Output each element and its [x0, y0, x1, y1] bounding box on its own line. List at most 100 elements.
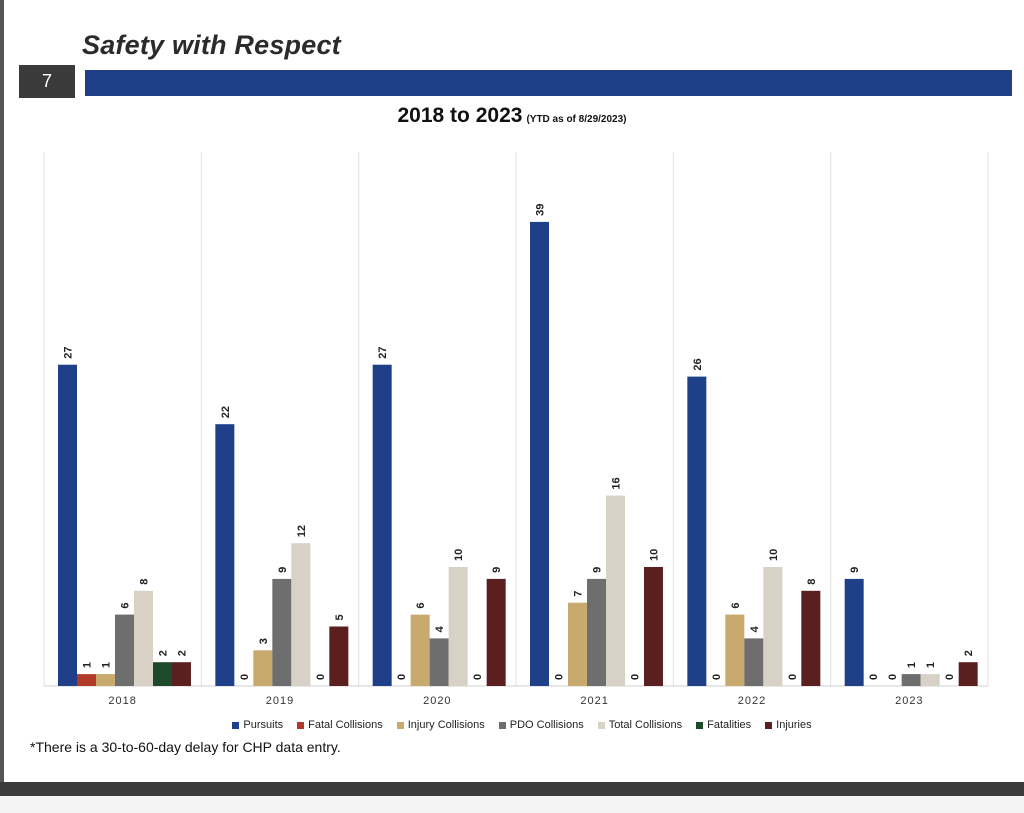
data-label: 8	[806, 579, 818, 585]
data-label: 39	[535, 204, 547, 216]
data-label: 1	[906, 662, 918, 668]
data-label: 9	[592, 567, 604, 573]
bar-pdo-collisions-2021	[587, 578, 606, 686]
legend-label: Fatal Collisions	[308, 719, 383, 731]
data-label: 27	[377, 346, 389, 358]
data-label: 10	[649, 549, 661, 561]
bar-injury-collisions-2019	[253, 650, 273, 686]
legend-swatch	[696, 721, 704, 729]
bar-total-collisions-2021	[606, 495, 625, 686]
chart-subtitle: (YTD as of 8/29/2023)	[526, 114, 627, 125]
chart-title: 2018 to 2023 (YTD as of 8/29/2023)	[0, 104, 1024, 128]
data-label: 7	[573, 591, 585, 597]
data-label: 0	[472, 674, 484, 680]
data-label: 9	[277, 567, 289, 573]
bottom-band	[0, 782, 1024, 796]
data-label: 4	[434, 625, 446, 632]
data-label: 10	[768, 549, 780, 561]
bar-fatalities-2018	[153, 662, 172, 686]
bar-injuries-2022	[801, 590, 821, 686]
bar-injuries-2021	[644, 567, 663, 686]
data-label: 0	[554, 674, 566, 680]
data-label: 27	[63, 346, 75, 358]
x-tick-label: 2020	[423, 695, 451, 707]
data-label: 5	[334, 614, 346, 620]
bar-pdo-collisions-2023	[901, 674, 921, 686]
bottom-strip	[0, 796, 1024, 813]
page-title: Safety with Respect	[82, 30, 341, 60]
left-edge-border	[0, 0, 4, 813]
bar-total-collisions-2019	[291, 543, 311, 686]
data-label: 8	[139, 579, 151, 585]
legend-label: Fatalities	[707, 719, 752, 731]
x-tick-label: 2018	[108, 695, 136, 707]
legend-swatch	[498, 721, 506, 729]
bar-injuries-2020	[486, 578, 506, 686]
data-label: 0	[630, 674, 642, 680]
legend-item: PDO Collisions	[498, 719, 584, 731]
x-tick-label: 2023	[895, 695, 923, 707]
legend-label: Pursuits	[243, 719, 284, 731]
bar-pursuits-2020	[372, 364, 392, 686]
x-tick-label: 2022	[738, 695, 766, 707]
legend-swatch	[232, 721, 240, 729]
data-label: 10	[453, 549, 465, 561]
bar-pursuits-2022	[687, 376, 707, 686]
legend-label: PDO Collisions	[509, 719, 584, 731]
bar-injuries-2018	[172, 662, 191, 686]
data-label: 0	[787, 674, 799, 680]
bar-pursuits-2023	[844, 578, 864, 686]
bar-total-collisions-2018	[134, 590, 153, 686]
legend-label: Injuries	[776, 719, 812, 731]
legend-item: Fatalities	[696, 719, 751, 731]
bar-pdo-collisions-2018	[115, 614, 134, 686]
legend-item: Pursuits	[232, 719, 283, 731]
bar-fatal-collisions-2018	[77, 674, 96, 686]
bar-total-collisions-2022	[763, 567, 783, 686]
page-number-badge: 7	[19, 65, 75, 98]
data-label: 0	[887, 674, 899, 680]
legend-label: Injury Collisions	[407, 719, 485, 731]
legend-item: Total Collisions	[597, 719, 683, 731]
bar-pursuits-2021	[530, 221, 549, 686]
bar-pursuits-2019	[215, 424, 235, 686]
legend-label: Total Collisions	[608, 719, 683, 731]
data-label: 6	[120, 602, 132, 608]
legend-swatch	[597, 721, 605, 729]
bar-injuries-2023	[958, 662, 978, 686]
legend-item: Injury Collisions	[396, 719, 485, 731]
bar-pdo-collisions-2020	[429, 638, 449, 686]
bar-injury-collisions-2021	[568, 602, 587, 686]
data-label: 2	[158, 650, 170, 656]
bar-total-collisions-2023	[920, 674, 940, 686]
data-label: 22	[220, 406, 232, 418]
footnote: *There is a 30-to-60-day delay for CHP d…	[30, 739, 341, 755]
chart-legend: Pursuits Fatal Collisions Injury Collision…	[0, 719, 1024, 731]
legend-swatch	[297, 721, 305, 729]
data-label: 0	[315, 674, 327, 680]
data-label: 2	[963, 650, 975, 656]
data-label: 9	[849, 567, 861, 573]
x-tick-label: 2019	[266, 695, 294, 707]
data-label: 16	[611, 477, 623, 489]
data-label: 0	[711, 674, 723, 680]
bar-pdo-collisions-2022	[744, 638, 764, 686]
x-tick-label: 2021	[580, 695, 608, 707]
data-label: 0	[868, 674, 880, 680]
header-bar	[85, 70, 1012, 96]
data-label: 12	[296, 525, 308, 537]
data-label: 0	[239, 674, 251, 680]
bar-pursuits-2018	[58, 364, 77, 686]
data-label: 6	[730, 602, 742, 608]
data-label: 0	[396, 674, 408, 680]
data-label: 0	[944, 674, 956, 680]
data-label: 9	[491, 567, 503, 573]
data-label: 1	[925, 662, 937, 668]
data-label: 3	[258, 638, 270, 644]
data-label: 1	[82, 662, 94, 668]
legend-item: Fatal Collisions	[297, 719, 383, 731]
legend-item: Injuries	[765, 719, 812, 731]
bar-injury-collisions-2020	[410, 614, 430, 686]
data-label: 26	[692, 358, 704, 370]
